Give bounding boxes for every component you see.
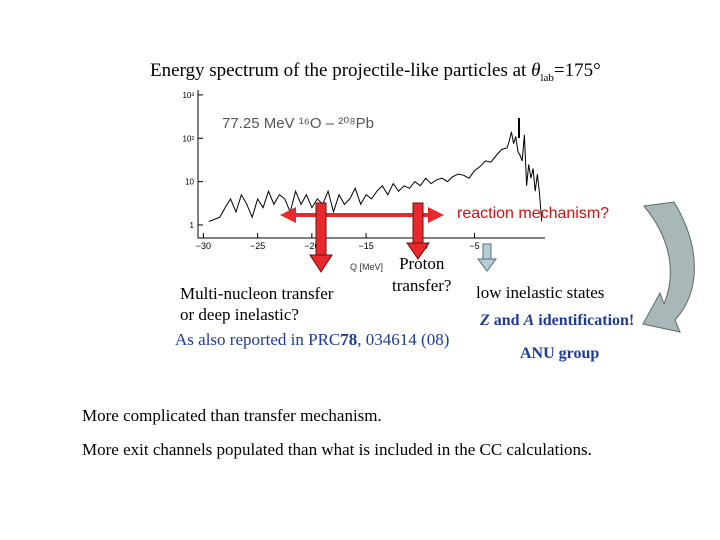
y-tick-label: 1 — [190, 221, 195, 230]
title-theta: θ — [531, 60, 541, 81]
title-suffix: =175° — [553, 60, 601, 81]
reported-volume: 78 — [340, 330, 358, 349]
a-letter: A — [523, 312, 535, 329]
reported-note: As also reported in PRC78, 034614 (08) — [175, 330, 449, 350]
z-and: and — [489, 312, 524, 329]
x-ticks: −30−25−20−15−10−5 — [196, 233, 480, 251]
curved-arrow-icon — [642, 201, 695, 333]
double-arrow-icon — [280, 207, 444, 223]
reaction-mechanism-label: reaction mechanism? — [457, 205, 609, 222]
spectrum-line — [208, 131, 543, 222]
slide-title: Energy spectrum of the projectile-like p… — [150, 60, 601, 84]
x-axis-label: Q [MeV] — [350, 262, 383, 272]
y-ticks: 1 10 10² 10³ — [182, 91, 203, 230]
x-tick-label: −15 — [358, 241, 373, 251]
chart-title: 77.25 MeV ¹⁶O – ²⁰⁸Pb — [222, 115, 374, 132]
multi-nucleon-note: Multi-nucleon transfer or deep inelastic… — [180, 283, 333, 325]
x-tick-label: −30 — [196, 241, 211, 251]
red-arrow-down-icon — [309, 202, 333, 273]
identification-note: Z and A identification! — [480, 312, 634, 330]
note-complicated: More complicated than transfer mechanism… — [82, 406, 382, 425]
proton-line-2: transfer? — [392, 276, 452, 295]
x-tick-label: −25 — [250, 241, 265, 251]
blue-arrow-down-icon — [477, 243, 497, 272]
title-subscript: lab — [540, 71, 554, 84]
y-tick-label: 10³ — [182, 91, 194, 100]
reported-prefix: As also reported in PRC — [175, 330, 341, 349]
anu-group-label: ANU group — [520, 345, 600, 362]
title-prefix: Energy spectrum of the projectile-like p… — [150, 60, 532, 81]
x-tick-label: −5 — [469, 241, 479, 251]
proton-line-1: Proton — [399, 254, 445, 273]
red-arrow-down-icon — [406, 202, 430, 260]
low-inelastic-note: low inelastic states — [476, 283, 605, 302]
note-exit-channels: More exit channels populated than what i… — [82, 440, 592, 459]
proton-transfer-note: Proton transfer? — [392, 253, 451, 297]
multi-line-1: Multi-nucleon transfer — [180, 284, 334, 303]
z-letter: Z — [480, 312, 490, 329]
spectrum-series — [208, 131, 543, 222]
y-tick-label: 10² — [182, 134, 194, 143]
identification-text: identification! — [534, 312, 635, 329]
y-tick-label: 10 — [185, 178, 194, 187]
multi-line-2: or deep inelastic? — [180, 305, 299, 324]
reported-suffix: , 034614 (08) — [357, 330, 450, 349]
x-tick-label: −20 — [304, 241, 319, 251]
